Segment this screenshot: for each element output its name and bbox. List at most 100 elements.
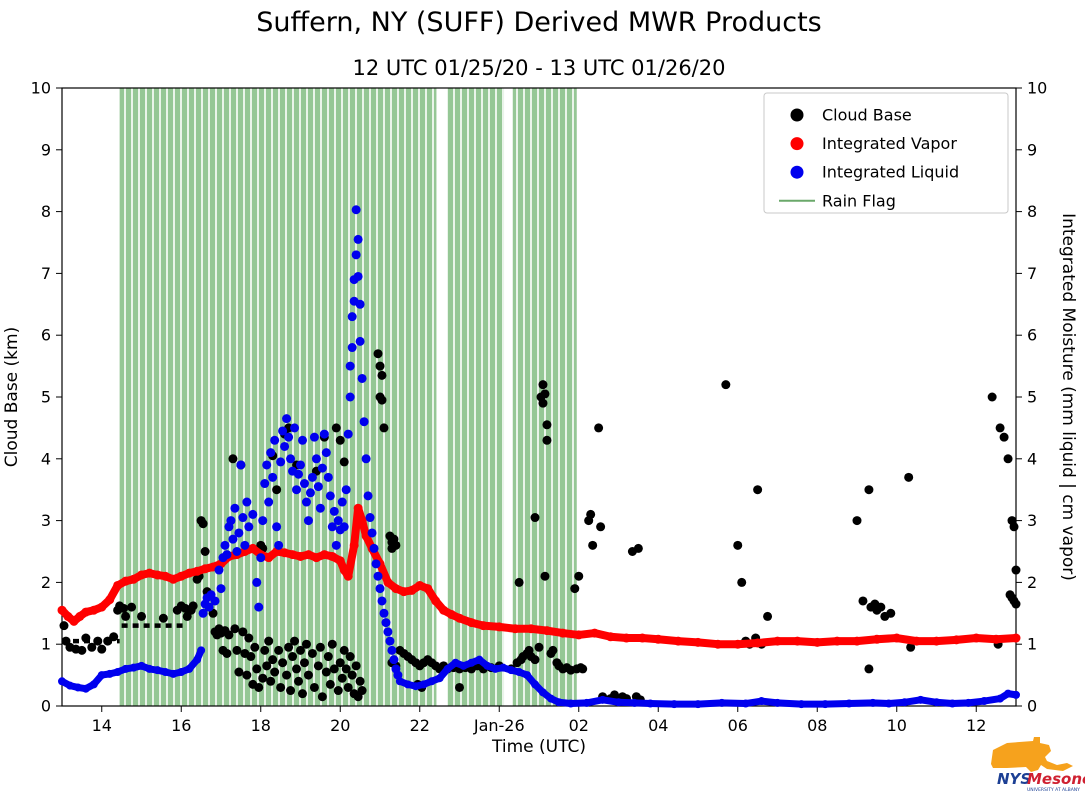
y-tick-label-left: 7 <box>41 264 51 283</box>
integrated-liquid-point <box>403 680 412 689</box>
integrated-liquid-point <box>361 454 371 464</box>
x-axis-label: Time (UTC) <box>491 737 586 757</box>
integrated-liquid-point <box>1012 690 1020 699</box>
integrated-liquid-point <box>363 491 373 501</box>
integrated-liquid-point <box>270 435 280 445</box>
y-tick-label-left: 2 <box>41 573 51 592</box>
cloud-base-point <box>357 686 367 696</box>
cloud-base-point <box>301 639 311 649</box>
legend-label: Rain Flag <box>822 191 896 210</box>
integrated-vapor-point <box>494 622 504 632</box>
cloud-base-point <box>288 652 298 662</box>
nys-mesonet-logo: NYS Mesonet UNIVERSITY AT ALBANY <box>991 737 1085 793</box>
integrated-liquid-point <box>387 645 397 655</box>
integrated-liquid-point <box>475 655 484 664</box>
integrated-liquid-point <box>546 694 555 703</box>
x-tick-label: 10 <box>887 716 907 735</box>
integrated-liquid-point <box>598 695 607 704</box>
cloud-base-point <box>262 661 272 671</box>
integrated-liquid-point <box>980 697 989 706</box>
y-tick-label-left: 10 <box>31 79 51 98</box>
integrated-liquid-point <box>234 528 244 538</box>
integrated-liquid-point <box>932 698 941 707</box>
cloud-base-point <box>313 661 323 671</box>
cloud-base-point <box>87 642 97 652</box>
cloud-base-point <box>309 682 319 692</box>
integrated-vapor-point <box>673 636 683 646</box>
integrated-liquid-point <box>58 677 66 686</box>
integrated-liquid-point <box>309 432 319 442</box>
integrated-liquid-point <box>242 497 252 507</box>
legend-label: Integrated Liquid <box>822 163 959 182</box>
integrated-vapor-point <box>932 636 941 646</box>
chart-title: Suffern, NY (SUFF) Derived MWR Products <box>256 7 822 38</box>
integrated-vapor-point <box>558 628 568 638</box>
integrated-vapor-point <box>852 636 862 646</box>
integrated-vapor-point <box>423 584 433 594</box>
integrated-liquid-point <box>331 540 341 550</box>
integrated-liquid-point <box>204 602 214 612</box>
cloud-base-point <box>282 670 292 680</box>
cloud-base-point <box>864 485 874 495</box>
cloud-base-point <box>596 522 606 532</box>
integrated-liquid-point <box>290 423 300 433</box>
integrated-liquid-point <box>900 698 909 707</box>
integrated-liquid-point <box>523 671 532 680</box>
cloud-base-point <box>97 644 107 654</box>
integrated-liquid-point <box>347 312 357 322</box>
integrated-liquid-point <box>507 666 516 675</box>
integrated-liquid-point <box>286 454 296 464</box>
cloud-base-point <box>455 682 464 692</box>
integrated-liquid-point <box>383 627 393 637</box>
y-tick-label-right: 0 <box>1027 697 1037 716</box>
cloud-base-point <box>268 655 278 665</box>
y-axis-label-right: Integrated Moisture (mm liquid | cm vapo… <box>1058 213 1078 581</box>
cloud-base-point <box>335 658 345 668</box>
integrated-liquid-point <box>670 700 679 709</box>
cloud-base-point <box>538 398 548 408</box>
cloud-base-point <box>121 611 131 621</box>
integrated-liquid-point <box>359 417 369 427</box>
integrated-vapor-point <box>872 634 882 644</box>
integrated-liquid-point <box>554 698 563 707</box>
integrated-vapor-point <box>407 585 417 595</box>
cloud-base-point <box>530 513 540 523</box>
integrated-liquid-point <box>262 460 272 470</box>
integrated-vapor-point <box>606 632 616 642</box>
integrated-liquid-point <box>381 618 391 628</box>
cloud-base-point <box>323 652 333 662</box>
integrated-liquid-point <box>311 454 321 464</box>
integrated-vapor-point <box>160 571 170 581</box>
integrated-liquid-point <box>797 700 806 709</box>
y-tick-label-left: 0 <box>41 697 51 716</box>
y-tick-label-right: 6 <box>1027 326 1037 345</box>
cloud-base-point <box>763 611 773 621</box>
y-tick-label-left: 8 <box>41 202 51 221</box>
integrated-vapor-point <box>113 580 123 590</box>
integrated-liquid-point <box>371 559 381 569</box>
cloud-base-point <box>1003 454 1013 464</box>
cloud-base-point <box>242 670 252 680</box>
cloud-base-point <box>343 682 353 692</box>
integrated-liquid-point <box>238 513 248 523</box>
integrated-liquid-point <box>351 250 361 260</box>
cloud-base-point <box>333 686 343 696</box>
integrated-liquid-point <box>230 503 240 513</box>
integrated-vapor-point <box>733 639 743 649</box>
cloud-base-point <box>377 395 387 405</box>
integrated-vapor-point <box>526 624 536 634</box>
chart-subtitle: 12 UTC 01/25/20 - 13 UTC 01/26/20 <box>352 56 726 80</box>
integrated-liquid-point <box>345 392 355 402</box>
integrated-liquid-point <box>353 234 363 244</box>
integrated-liquid-point <box>129 663 138 672</box>
integrated-liquid-point <box>240 540 250 550</box>
y-tick-label-right: 5 <box>1027 388 1037 407</box>
integrated-liquid-point <box>272 522 282 532</box>
integrated-liquid-legend-marker <box>790 165 804 179</box>
integrated-vapor-point <box>192 566 202 576</box>
cloud-base-point <box>721 380 731 390</box>
integrated-liquid-point <box>948 699 957 708</box>
integrated-vapor-point <box>447 610 457 620</box>
integrated-vapor-point <box>296 551 305 561</box>
integrated-liquid-point <box>236 460 246 470</box>
